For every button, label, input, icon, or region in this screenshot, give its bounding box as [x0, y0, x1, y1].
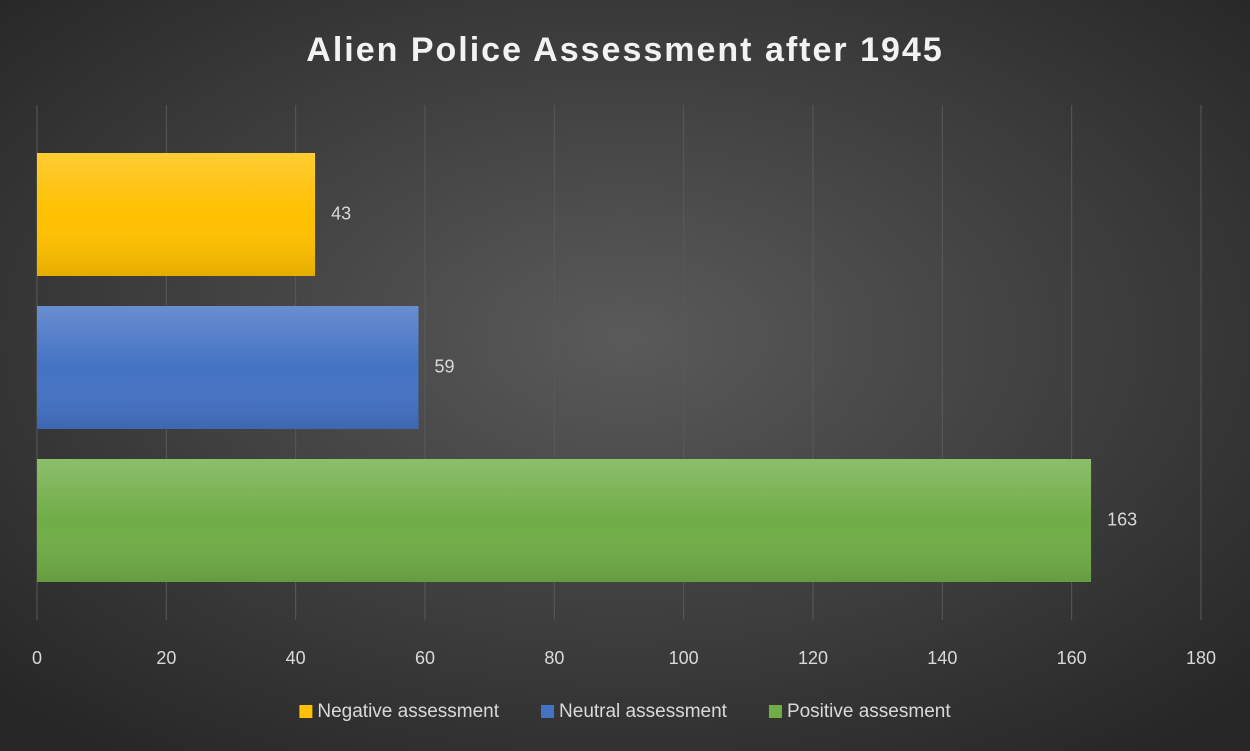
legend-label: Positive assesment — [787, 701, 951, 722]
x-tick-label: 140 — [927, 648, 957, 668]
legend-swatch — [768, 705, 782, 718]
x-tick-label: 40 — [286, 648, 306, 668]
value-label: 59 — [435, 356, 455, 376]
x-tick-label: 180 — [1186, 648, 1216, 668]
legend-swatch — [299, 705, 313, 718]
legend-label: Neutral assessment — [559, 701, 728, 722]
x-tick-label: 20 — [156, 648, 176, 668]
x-tick-label: 160 — [1057, 648, 1087, 668]
bar-shade — [37, 306, 419, 429]
x-tick-label: 0 — [32, 648, 42, 668]
value-label: 43 — [331, 203, 351, 223]
x-tick-label: 100 — [669, 648, 699, 668]
x-tick-label: 120 — [798, 648, 828, 668]
legend-swatch — [541, 705, 555, 718]
x-tick-label: 60 — [415, 648, 435, 668]
x-tick-label: 80 — [544, 648, 564, 668]
value-label: 163 — [1107, 509, 1137, 529]
legend-label: Negative assessment — [317, 701, 499, 722]
chart-title: Alien Police Assessment after 1945 — [306, 31, 943, 69]
bar-shade — [37, 459, 1092, 582]
bar-shade — [37, 153, 316, 276]
